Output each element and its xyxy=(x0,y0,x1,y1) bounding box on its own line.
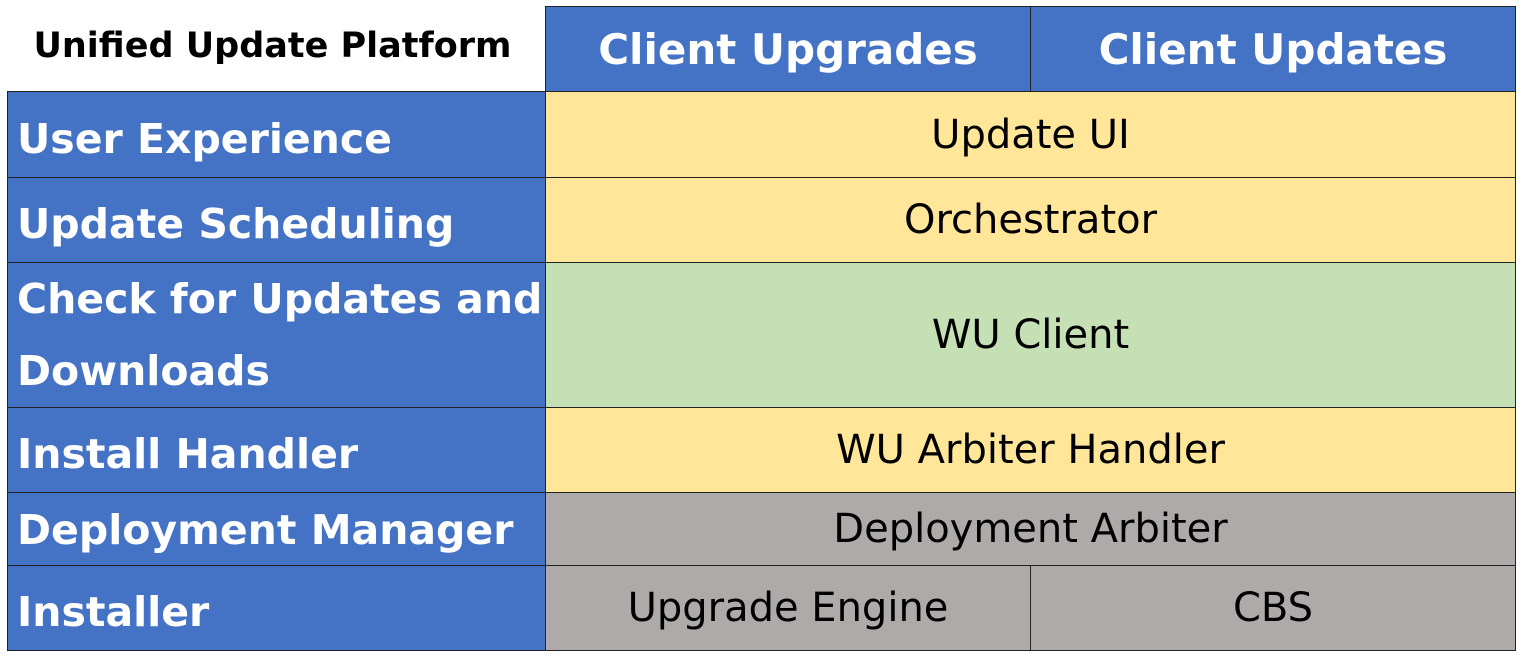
cell-deployment-arbiter: Deployment Arbiter xyxy=(545,492,1516,566)
column-header-client-upgrades: Client Upgrades xyxy=(545,6,1031,92)
row-label-user-experience: User Experience xyxy=(7,91,546,178)
cell-update-ui: Update UI xyxy=(545,91,1516,178)
diagram-title: Unified Update Platform xyxy=(33,26,512,66)
row-label-installer: Installer xyxy=(7,565,546,651)
cell-upgrade-engine: Upgrade Engine xyxy=(545,565,1031,651)
cell-cbs: CBS xyxy=(1030,565,1516,651)
row-label-check-for-updates: Check for Updates and Downloads xyxy=(7,262,546,408)
row-label-update-scheduling: Update Scheduling xyxy=(7,177,546,263)
cell-orchestrator: Orchestrator xyxy=(545,177,1516,263)
row-label-deployment-manager: Deployment Manager xyxy=(7,492,546,566)
row-label-install-handler: Install Handler xyxy=(7,407,546,493)
cell-wu-client: WU Client xyxy=(545,262,1516,408)
column-header-client-updates: Client Updates xyxy=(1030,6,1516,92)
cell-wu-arbiter-handler: WU Arbiter Handler xyxy=(545,407,1516,493)
